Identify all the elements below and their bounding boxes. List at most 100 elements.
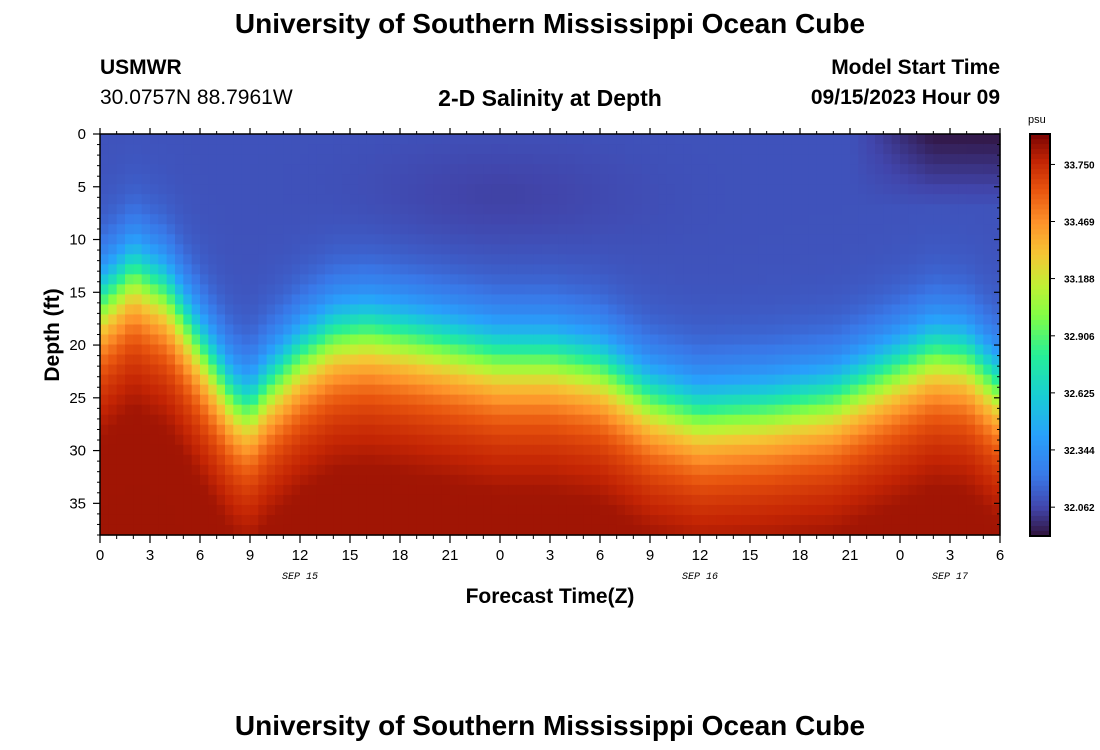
heatmap-cell [616, 474, 626, 486]
heatmap-cell [241, 344, 251, 356]
heatmap-cell [675, 434, 684, 446]
heatmap-cell [283, 344, 293, 356]
heatmap-cell [841, 314, 851, 326]
heatmap-cell [291, 284, 301, 296]
heatmap-cell [283, 264, 293, 275]
heatmap-cell [516, 294, 526, 306]
heatmap-cell [166, 164, 176, 175]
heatmap-cell [166, 314, 176, 326]
heatmap-cell [108, 244, 118, 255]
heatmap-cell [933, 204, 943, 215]
heatmap-cell [516, 204, 526, 215]
heatmap-cell [491, 134, 501, 145]
heatmap-cell [775, 474, 784, 486]
heatmap-cell [175, 314, 184, 326]
heatmap-cell [366, 204, 376, 215]
heatmap-cell [166, 244, 176, 255]
heatmap-cell [433, 184, 443, 195]
heatmap-cell [733, 464, 743, 476]
heatmap-cell [566, 514, 576, 526]
heatmap-cell [833, 354, 843, 366]
heatmap-cell [383, 324, 393, 336]
heatmap-cell [875, 284, 884, 296]
heatmap-cell [916, 294, 926, 306]
heatmap-cell [133, 404, 143, 416]
heatmap-cell [633, 224, 643, 235]
heatmap-cell [983, 204, 993, 215]
heatmap-cell [783, 504, 793, 516]
heatmap-cell [383, 424, 393, 436]
heatmap-cell [141, 314, 151, 326]
heatmap-cell [241, 414, 251, 426]
heatmap-cell [483, 504, 493, 516]
heatmap-cell [983, 484, 993, 496]
heatmap-cell [275, 314, 284, 326]
heatmap-cell [600, 214, 609, 225]
heatmap-cell [133, 434, 143, 446]
heatmap-cell [200, 234, 209, 245]
heatmap-cell [400, 204, 409, 215]
heatmap-cell [508, 244, 518, 255]
heatmap-cell [766, 254, 776, 265]
heatmap-cell [166, 504, 176, 516]
heatmap-cell [558, 474, 568, 486]
heatmap-cell [608, 274, 618, 285]
heatmap-cell [975, 134, 984, 145]
heatmap-cell [533, 164, 543, 175]
heatmap-cell [700, 184, 709, 195]
heatmap-cell [175, 214, 184, 225]
heatmap-cell [383, 414, 393, 426]
heatmap-cell [258, 194, 268, 205]
heatmap-cell [100, 144, 109, 155]
heatmap-cell [625, 524, 634, 536]
heatmap-cell [733, 344, 743, 356]
heatmap-cell [525, 314, 534, 326]
heatmap-cell [291, 244, 301, 255]
colorbar-segment [1030, 319, 1050, 326]
heatmap-cell [266, 364, 276, 376]
heatmap-cell [975, 254, 984, 265]
heatmap-cell [916, 274, 926, 285]
heatmap-cell [375, 344, 384, 356]
heatmap-cell [316, 474, 326, 486]
heatmap-cell [516, 234, 526, 245]
heatmap-cell [341, 414, 351, 426]
heatmap-cell [775, 374, 784, 386]
heatmap-cell [275, 184, 284, 195]
heatmap-cell [200, 404, 209, 416]
heatmap-cell [716, 204, 726, 215]
heatmap-cell [166, 424, 176, 436]
heatmap-cell [233, 444, 243, 456]
heatmap-cell [941, 474, 951, 486]
heatmap-cell [941, 524, 951, 536]
heatmap-cell [766, 304, 776, 316]
heatmap-cell [133, 314, 143, 326]
heatmap-cell [241, 204, 251, 215]
heatmap-cell [133, 414, 143, 426]
heatmap-cell [908, 354, 918, 366]
heatmap-cell [141, 384, 151, 396]
heatmap-cell [150, 394, 159, 406]
heatmap-cell [975, 334, 984, 346]
heatmap-cell [333, 274, 343, 285]
heatmap-cell [775, 384, 784, 396]
heatmap-cell [775, 164, 784, 175]
heatmap-cell [616, 484, 626, 496]
heatmap-cell [691, 164, 701, 175]
heatmap-cell [108, 264, 118, 275]
heatmap-cell [100, 354, 109, 366]
heatmap-cell [508, 314, 518, 326]
heatmap-cell [900, 264, 909, 275]
heatmap-cell [575, 234, 584, 245]
heatmap-cell [491, 234, 501, 245]
heatmap-cell [358, 524, 368, 536]
heatmap-cell [166, 174, 176, 185]
heatmap-cell [708, 524, 718, 536]
heatmap-cell [891, 134, 901, 145]
heatmap-cell [525, 294, 534, 306]
heatmap-cell [458, 484, 468, 496]
heatmap-cell [491, 244, 501, 255]
heatmap-cell [575, 424, 584, 436]
heatmap-cell [158, 314, 168, 326]
heatmap-cell [116, 434, 126, 446]
